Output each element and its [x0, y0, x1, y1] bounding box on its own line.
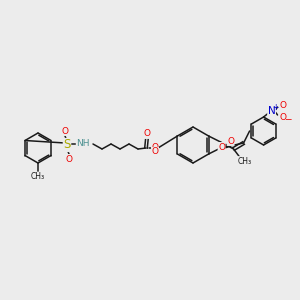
- Text: O: O: [65, 154, 73, 164]
- Text: CH₃: CH₃: [238, 157, 252, 166]
- Text: S: S: [63, 139, 71, 152]
- Text: CH₃: CH₃: [31, 172, 45, 181]
- Text: +: +: [272, 103, 279, 112]
- Text: O: O: [143, 130, 151, 139]
- Text: NH: NH: [76, 140, 90, 148]
- Text: O: O: [279, 100, 286, 109]
- Text: O: O: [227, 136, 234, 146]
- Text: −: −: [284, 115, 291, 124]
- Text: O: O: [279, 112, 286, 122]
- Text: O: O: [61, 127, 68, 136]
- Text: O: O: [218, 142, 225, 152]
- Text: N: N: [268, 106, 275, 116]
- Text: O: O: [152, 148, 158, 157]
- Text: O: O: [152, 143, 158, 152]
